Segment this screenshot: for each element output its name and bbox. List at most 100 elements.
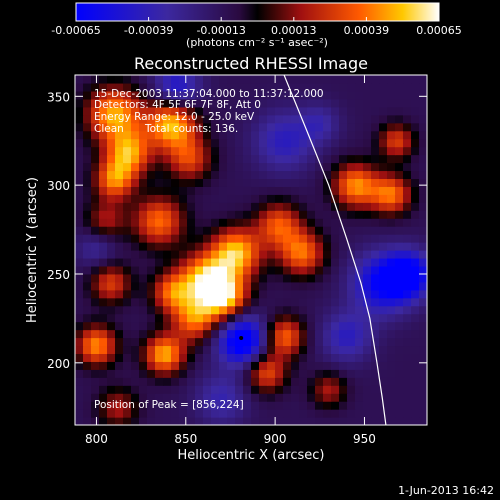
- heatmap-cell: [155, 98, 164, 108]
- heatmap-cell: [419, 281, 427, 291]
- heatmap-cell: [379, 234, 388, 243]
- heatmap-cell: [363, 257, 372, 267]
- heatmap-cell: [307, 257, 316, 267]
- heatmap-cell: [235, 393, 244, 402]
- heatmap-cell: [115, 273, 124, 283]
- heatmap-cell: [75, 321, 84, 331]
- heatmap-cell: [171, 170, 180, 179]
- heatmap-cell: [75, 226, 84, 235]
- heatmap-cell: [163, 377, 172, 386]
- heatmap-cell: [139, 329, 148, 339]
- heatmap-cell: [219, 409, 228, 418]
- heatmap-cell: [115, 146, 124, 156]
- heatmap-cell: [339, 82, 348, 92]
- heatmap-cell: [395, 321, 404, 331]
- heatmap-cell: [339, 257, 348, 267]
- heatmap-cell: [259, 154, 268, 164]
- heatmap-cell: [219, 226, 228, 235]
- heatmap-cell: [155, 154, 164, 164]
- heatmap-cell: [179, 345, 188, 354]
- heatmap-cell: [307, 106, 316, 116]
- heatmap-cell: [75, 305, 84, 315]
- heatmap-cell: [283, 186, 292, 195]
- heatmap-cell: [115, 369, 124, 378]
- heatmap-cell: [419, 75, 427, 84]
- heatmap-cell: [387, 321, 396, 331]
- heatmap-cell: [315, 122, 324, 132]
- heatmap-cell: [267, 281, 276, 291]
- heatmap-cell: [251, 265, 260, 275]
- heatmap-cell: [107, 130, 116, 140]
- heatmap-cell: [227, 242, 236, 251]
- heatmap-cell: [371, 393, 380, 402]
- heatmap-cell: [283, 313, 292, 323]
- heatmap-cell: [323, 409, 332, 418]
- heatmap-cell: [315, 329, 324, 339]
- heatmap-cell: [299, 353, 308, 362]
- heatmap-cell: [83, 218, 92, 227]
- heatmap-cell: [411, 234, 420, 243]
- heatmap-cell: [339, 337, 348, 347]
- heatmap-cell: [131, 289, 140, 299]
- heatmap-cell: [347, 273, 356, 283]
- heatmap-cell: [227, 146, 236, 156]
- heatmap-cell: [243, 234, 252, 243]
- heatmap-cell: [299, 409, 308, 418]
- heatmap-cell: [203, 281, 212, 291]
- heatmap-cell: [259, 106, 268, 116]
- heatmap-cell: [171, 385, 180, 394]
- heatmap-cell: [163, 401, 172, 410]
- heatmap-cell: [267, 401, 276, 410]
- heatmap-cell: [355, 114, 364, 124]
- heatmap-cell: [323, 337, 332, 347]
- heatmap-cell: [395, 106, 404, 116]
- heatmap-cell: [147, 281, 156, 291]
- heatmap-cell: [299, 162, 308, 172]
- heatmap-cell: [139, 369, 148, 378]
- heatmap-cell: [107, 401, 116, 410]
- heatmap-cell: [363, 218, 372, 227]
- heatmap-cell: [371, 98, 380, 108]
- heatmap-cell: [203, 138, 212, 148]
- heatmap-cell: [227, 75, 236, 84]
- heatmap-cell: [331, 257, 340, 267]
- heatmap-cell: [275, 138, 284, 148]
- heatmap-plot: [75, 75, 427, 425]
- heatmap-cell: [379, 409, 388, 418]
- heatmap-cell: [83, 393, 92, 402]
- heatmap-cell: [307, 337, 316, 347]
- heatmap-cell: [387, 234, 396, 243]
- heatmap-cell: [195, 170, 204, 179]
- heatmap-cell: [315, 186, 324, 195]
- heatmap-cell: [275, 154, 284, 164]
- heatmap-cell: [251, 234, 260, 243]
- heatmap-cell: [363, 122, 372, 132]
- heatmap-cell: [371, 114, 380, 124]
- heatmap-cell: [251, 98, 260, 108]
- heatmap-cell: [107, 98, 116, 108]
- heatmap-cell: [243, 186, 252, 195]
- heatmap-cell: [107, 218, 116, 227]
- heatmap-cell: [371, 146, 380, 156]
- heatmap-cell: [395, 218, 404, 227]
- heatmap-cell: [363, 146, 372, 156]
- heatmap-cell: [163, 226, 172, 235]
- heatmap-cell: [107, 194, 116, 203]
- heatmap-cell: [147, 90, 156, 100]
- heatmap-cell: [395, 154, 404, 164]
- heatmap-cell: [187, 385, 196, 394]
- heatmap-cell: [211, 210, 220, 219]
- heatmap-cell: [371, 265, 380, 275]
- heatmap-cell: [403, 417, 412, 425]
- heatmap-cell: [179, 138, 188, 148]
- heatmap-cell: [179, 297, 188, 307]
- heatmap-cell: [235, 377, 244, 386]
- heatmap-cell: [131, 186, 140, 195]
- heatmap-cell: [243, 242, 252, 251]
- heatmap-cell: [123, 313, 132, 323]
- heatmap-cell: [139, 361, 148, 370]
- heatmap-cell: [371, 321, 380, 331]
- heatmap-cell: [275, 273, 284, 283]
- heatmap-cell: [139, 409, 148, 418]
- heatmap-cell: [187, 273, 196, 283]
